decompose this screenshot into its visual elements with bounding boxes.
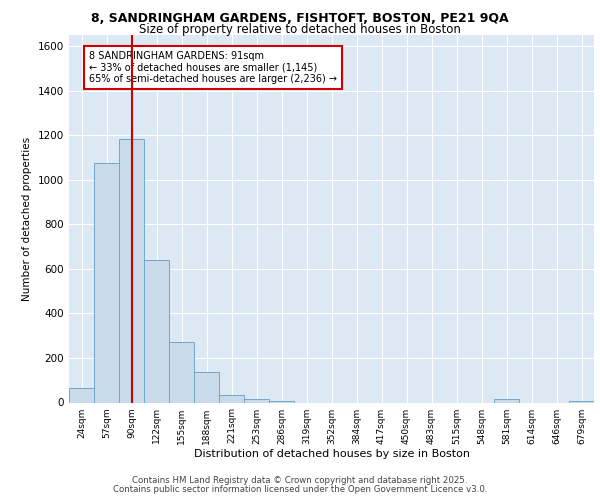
Text: Size of property relative to detached houses in Boston: Size of property relative to detached ho… xyxy=(139,22,461,36)
X-axis label: Distribution of detached houses by size in Boston: Distribution of detached houses by size … xyxy=(193,450,470,460)
Bar xyxy=(94,163,119,402)
Text: 8 SANDRINGHAM GARDENS: 91sqm
← 33% of detached houses are smaller (1,145)
65% of: 8 SANDRINGHAM GARDENS: 91sqm ← 33% of de… xyxy=(89,50,337,84)
Y-axis label: Number of detached properties: Number of detached properties xyxy=(22,136,32,301)
Bar xyxy=(169,342,194,402)
Bar xyxy=(244,399,269,402)
Bar xyxy=(194,372,219,402)
Bar xyxy=(494,399,519,402)
Text: Contains HM Land Registry data © Crown copyright and database right 2025.: Contains HM Land Registry data © Crown c… xyxy=(132,476,468,485)
Text: Contains public sector information licensed under the Open Government Licence v3: Contains public sector information licen… xyxy=(113,485,487,494)
Bar xyxy=(69,388,94,402)
Text: 8, SANDRINGHAM GARDENS, FISHTOFT, BOSTON, PE21 9QA: 8, SANDRINGHAM GARDENS, FISHTOFT, BOSTON… xyxy=(91,12,509,26)
Bar xyxy=(144,260,169,402)
Bar xyxy=(119,138,144,402)
Bar xyxy=(219,394,244,402)
